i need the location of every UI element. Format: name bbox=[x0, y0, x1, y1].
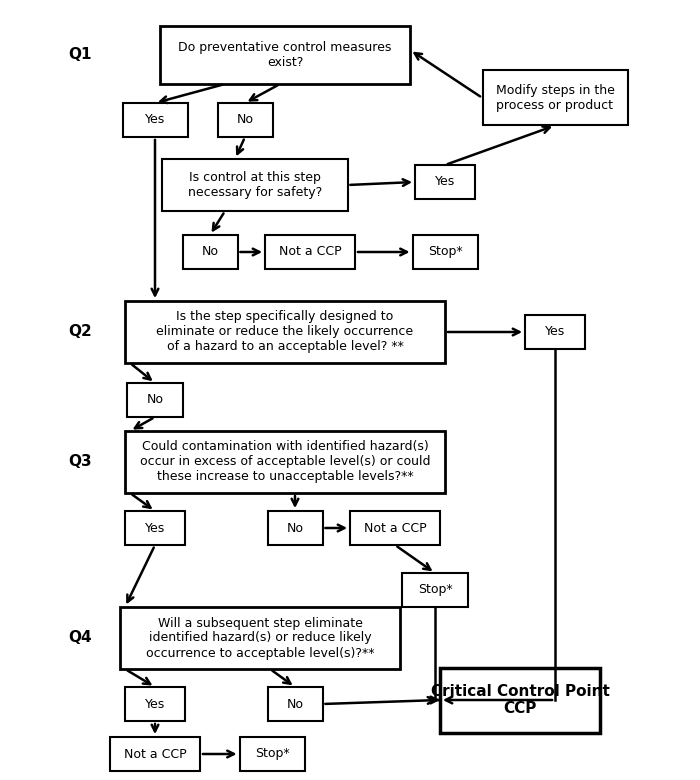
Text: Modify steps in the
process or product: Modify steps in the process or product bbox=[496, 84, 615, 112]
Bar bbox=[350, 511, 440, 545]
Bar bbox=[265, 235, 355, 269]
Text: Critical Control Point
CCP: Critical Control Point CCP bbox=[430, 684, 610, 716]
Text: Yes: Yes bbox=[145, 522, 165, 534]
Text: Not a CCP: Not a CCP bbox=[364, 522, 426, 534]
Text: No: No bbox=[286, 697, 304, 711]
Bar bbox=[267, 511, 323, 545]
Text: No: No bbox=[146, 393, 164, 406]
Text: Yes: Yes bbox=[145, 114, 165, 126]
Text: Stop*: Stop* bbox=[428, 246, 462, 258]
Bar bbox=[412, 235, 477, 269]
Bar bbox=[160, 26, 410, 84]
Text: No: No bbox=[202, 246, 218, 258]
Bar bbox=[267, 687, 323, 721]
Text: Is control at this step
necessary for safety?: Is control at this step necessary for sa… bbox=[188, 171, 322, 199]
Bar bbox=[125, 431, 445, 493]
Bar bbox=[440, 668, 600, 732]
Text: Yes: Yes bbox=[145, 697, 165, 711]
Text: Do preventative control measures
exist?: Do preventative control measures exist? bbox=[178, 41, 392, 69]
Bar bbox=[125, 301, 445, 363]
Bar bbox=[127, 383, 183, 417]
Text: Q1: Q1 bbox=[69, 48, 92, 62]
Text: No: No bbox=[286, 522, 304, 534]
Bar bbox=[125, 511, 185, 545]
Bar bbox=[125, 687, 185, 721]
Text: No: No bbox=[237, 114, 253, 126]
Bar bbox=[218, 103, 272, 137]
Bar bbox=[162, 159, 347, 211]
Text: Yes: Yes bbox=[435, 176, 455, 189]
Bar bbox=[183, 235, 237, 269]
Bar bbox=[415, 165, 475, 199]
Text: Could contamination with identified hazard(s)
occur in excess of acceptable leve: Could contamination with identified haza… bbox=[140, 441, 430, 484]
Text: Stop*: Stop* bbox=[418, 583, 452, 597]
Text: Stop*: Stop* bbox=[255, 747, 289, 760]
Text: Will a subsequent step eliminate
identified hazard(s) or reduce likely
occurrenc: Will a subsequent step eliminate identif… bbox=[146, 616, 374, 660]
Bar bbox=[122, 103, 188, 137]
Bar bbox=[110, 737, 200, 771]
Text: Not a CCP: Not a CCP bbox=[279, 246, 342, 258]
Text: Not a CCP: Not a CCP bbox=[124, 747, 186, 760]
Bar bbox=[239, 737, 304, 771]
Text: Yes: Yes bbox=[545, 325, 565, 339]
Bar bbox=[120, 607, 400, 669]
Text: Q4: Q4 bbox=[68, 630, 92, 646]
Text: Q3: Q3 bbox=[68, 455, 92, 470]
Text: Is the step specifically designed to
eliminate or reduce the likely occurrence
o: Is the step specifically designed to eli… bbox=[156, 310, 414, 353]
Text: Q2: Q2 bbox=[68, 324, 92, 339]
Bar bbox=[525, 315, 585, 349]
Bar bbox=[402, 573, 468, 607]
Bar bbox=[482, 70, 627, 126]
